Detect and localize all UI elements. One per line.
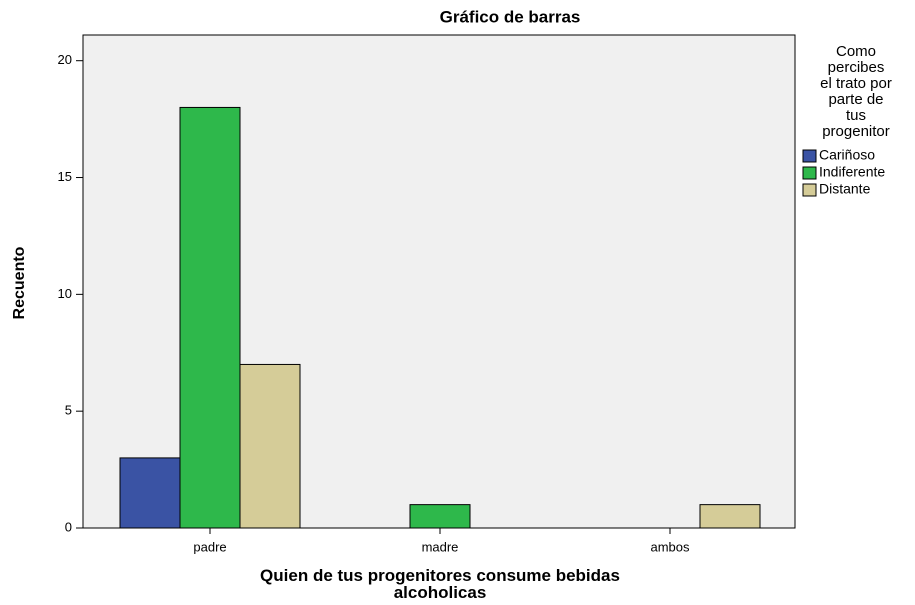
legend-label: Distante (819, 181, 871, 197)
y-tick-label: 0 (65, 519, 72, 534)
y-tick-label: 10 (58, 286, 72, 301)
legend-swatch (802, 149, 817, 163)
legend-label: Cariñoso (819, 147, 875, 163)
legend-title: Como (836, 43, 876, 60)
legend-title: tus (846, 107, 866, 124)
bar (119, 457, 181, 529)
legend-title: progenitor (822, 123, 890, 140)
legend-label: Indiferente (819, 164, 885, 180)
bar (699, 504, 761, 529)
bar (239, 363, 301, 529)
x-tick-label: padre (193, 539, 226, 554)
bar (409, 504, 471, 529)
legend-title: percibes (828, 59, 885, 76)
legend-swatch (802, 183, 817, 197)
y-tick-label: 15 (58, 169, 72, 184)
legend-swatch (802, 166, 817, 180)
bar (179, 106, 241, 529)
x-tick-label: ambos (650, 539, 690, 554)
x-axis-label: Quien de tus progenitores consume bebida… (260, 566, 620, 602)
y-tick-label: 5 (65, 403, 72, 418)
legend-title: parte de (828, 91, 883, 108)
y-tick-label: 20 (58, 52, 72, 67)
y-axis-label: Recuento (11, 246, 28, 319)
chart-title: Gráfico de barras (440, 7, 581, 26)
x-tick-label: madre (422, 539, 459, 554)
legend-title: el trato por (820, 75, 892, 92)
